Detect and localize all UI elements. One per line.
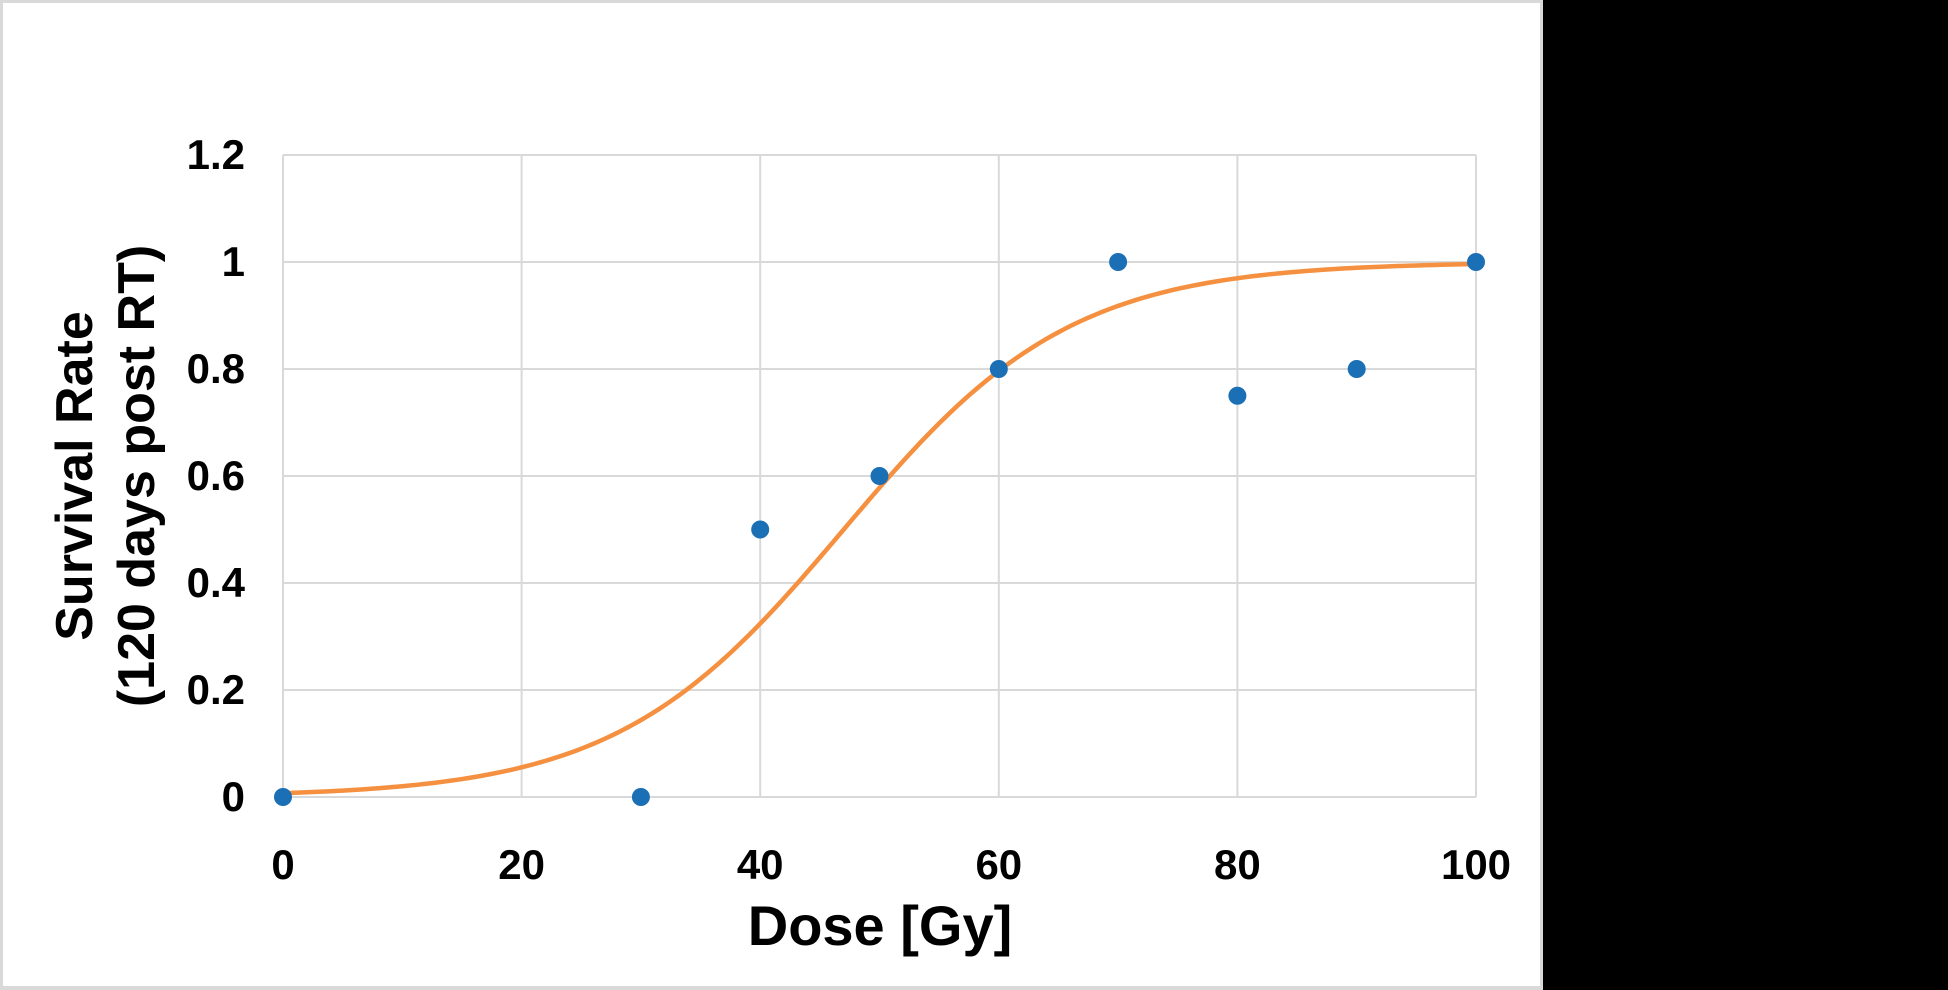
data-point xyxy=(274,788,292,806)
sigmoid-fit-curve xyxy=(280,261,1479,796)
black-side-panel xyxy=(1543,0,1948,990)
y-tick-label: 0.2 xyxy=(186,666,245,713)
y-tick-label: 0.4 xyxy=(186,559,245,606)
x-tick-label: 20 xyxy=(498,841,545,888)
x-tick-label: 100 xyxy=(1440,841,1512,888)
y-axis-title-line1: Survival Rate xyxy=(46,311,104,641)
y-tick-label: 0.8 xyxy=(186,345,245,392)
data-point xyxy=(989,360,1008,378)
data-point xyxy=(1467,253,1485,271)
x-tick-label: 60 xyxy=(975,841,1023,888)
data-points xyxy=(274,253,1485,806)
fit-curve xyxy=(280,261,1479,796)
x-tick-label: 40 xyxy=(736,841,784,888)
chart-canvas: 0 20 40 60 80 100 0 0.2 0.4 0.6 0.8 1 1.2 Dose [Gy] … xyxy=(0,0,1543,990)
data-point xyxy=(631,788,650,806)
y-tick-label: 1 xyxy=(221,238,245,285)
data-point xyxy=(870,467,889,485)
y-tick-label: 0 xyxy=(221,773,245,820)
data-point xyxy=(1347,360,1366,378)
y-axis-title: Survival Rate (120 days post RT) xyxy=(44,245,168,707)
data-point xyxy=(1109,253,1128,271)
x-tick-label: 80 xyxy=(1214,841,1261,888)
data-point xyxy=(751,520,770,539)
x-axis-title: Dose [Gy] xyxy=(747,894,1013,957)
x-tick-label: 0 xyxy=(271,841,295,888)
y-axis-title-line2: (120 days post RT) xyxy=(108,244,166,708)
chart-svg xyxy=(274,154,1485,806)
y-tick-label: 0.6 xyxy=(186,452,245,499)
data-point xyxy=(1228,386,1247,405)
y-tick-label: 1.2 xyxy=(186,131,245,178)
